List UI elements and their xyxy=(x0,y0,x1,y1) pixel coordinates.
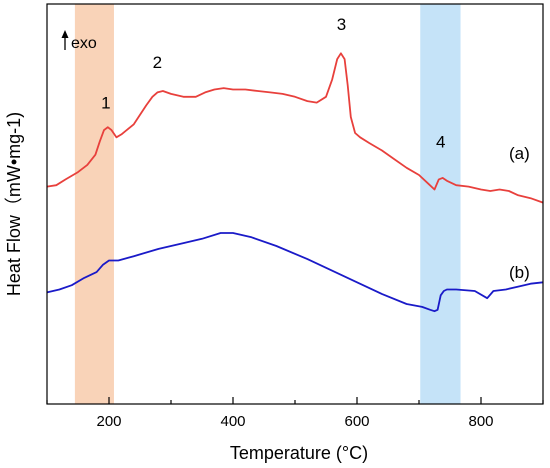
peak-label-3: 3 xyxy=(337,15,346,34)
x-tick-label: 800 xyxy=(468,413,493,430)
peak-label-1: 1 xyxy=(101,93,110,112)
x-tick-label: 400 xyxy=(220,413,245,430)
series-lines xyxy=(46,52,544,313)
shaded-region-2 xyxy=(420,4,461,404)
peak-label-2: 2 xyxy=(153,53,162,72)
x-tick-label: 600 xyxy=(344,413,369,430)
peak-labels: 1 2 3 4 xyxy=(101,15,445,151)
series-line-a xyxy=(46,52,544,204)
plot-frame xyxy=(46,3,544,405)
series-line-b xyxy=(46,232,544,313)
series-labels: (a) (b) xyxy=(509,144,530,282)
up-arrow-head-icon xyxy=(61,30,69,38)
series-label-b: (b) xyxy=(509,263,530,282)
x-axis-ticks: 200 400 600 800 xyxy=(46,397,544,430)
shaded-region-1 xyxy=(74,4,114,404)
peak-label-4: 4 xyxy=(436,132,445,151)
y-axis-label: Heat Flow（mW•mg-1) xyxy=(4,112,24,296)
shaded-regions xyxy=(74,4,461,404)
exo-label: exo xyxy=(71,35,97,52)
exo-indicator: exo xyxy=(61,30,97,52)
series-label-a: (a) xyxy=(509,144,530,163)
x-tick-label: 200 xyxy=(96,413,121,430)
x-axis-label: Temperature (°C) xyxy=(230,443,368,463)
